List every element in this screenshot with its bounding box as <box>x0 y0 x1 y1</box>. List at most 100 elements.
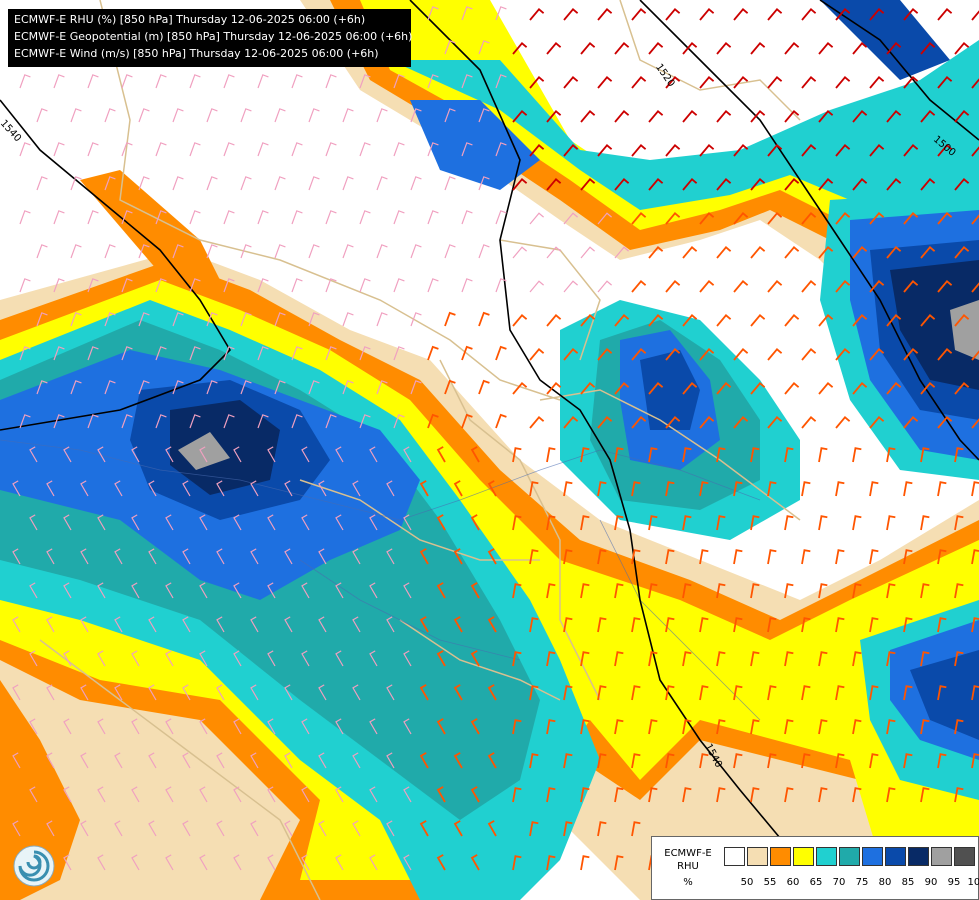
wind-barb <box>29 582 38 599</box>
wind-barb <box>148 616 157 633</box>
wind-barb <box>359 346 371 361</box>
wind-barb <box>512 855 522 871</box>
wind-barb <box>920 246 936 259</box>
wind-barb <box>148 548 157 565</box>
wind-barb <box>665 212 681 225</box>
wind-barb <box>97 718 106 735</box>
wind-barb <box>852 246 868 259</box>
wind-barb <box>682 515 692 531</box>
wind-barb <box>580 719 590 735</box>
wind-barb <box>165 446 174 463</box>
wind-barb <box>937 76 953 89</box>
wind-barb <box>597 481 607 497</box>
wind-barb <box>393 74 405 89</box>
wind-barb <box>172 108 184 123</box>
wind-barb <box>614 382 630 395</box>
logo-icon <box>11 843 57 889</box>
wind-barb <box>335 786 344 803</box>
wind-barb <box>563 348 579 361</box>
wind-barb <box>631 212 647 225</box>
wind-barb <box>597 416 613 429</box>
wind-barb <box>869 280 885 293</box>
wind-barb <box>580 651 590 667</box>
wind-barb <box>114 480 123 497</box>
wind-barb <box>410 244 422 259</box>
wind-barb <box>869 212 885 225</box>
wind-barb <box>342 380 354 395</box>
wind-barb <box>453 820 463 837</box>
wind-barb <box>920 651 930 667</box>
wind-barb <box>546 447 556 463</box>
wind-barb <box>291 346 303 361</box>
wind-barb <box>903 481 913 497</box>
wind-barb <box>682 719 692 735</box>
legend-tick: 80 <box>878 877 892 888</box>
wind-barb <box>920 178 936 191</box>
wind-barb <box>954 110 970 123</box>
wind-barb <box>682 246 698 259</box>
wind-barb <box>580 382 596 395</box>
wind-barb <box>172 176 184 191</box>
wind-barb <box>580 787 590 803</box>
wind-barb <box>716 515 726 531</box>
wind-barb <box>563 212 578 225</box>
wind-barb <box>784 515 794 531</box>
title-rhu: ECMWF-E RHU (%) [850 hPa] Thursday 12-06… <box>14 13 366 26</box>
wind-barb <box>403 650 412 667</box>
wind-barb <box>410 108 422 123</box>
wind-barb <box>87 346 99 361</box>
wind-barb <box>597 212 612 225</box>
wind-barb <box>19 414 31 429</box>
wind-barb <box>733 348 749 361</box>
wind-barb <box>376 108 388 123</box>
wind-barb <box>182 480 191 497</box>
wind-barb <box>869 685 879 701</box>
wind-barb <box>97 650 106 667</box>
wind-barb <box>121 142 133 157</box>
wind-barb <box>233 582 242 599</box>
wind-barb <box>97 446 106 463</box>
wind-barb <box>114 820 123 837</box>
wind-barb <box>308 312 320 327</box>
wind-barb <box>886 787 896 803</box>
wind-barb <box>614 178 630 191</box>
wind-barb <box>470 650 480 667</box>
legend-tick: 95 <box>947 877 961 888</box>
wind-barb <box>597 348 613 361</box>
wind-barb <box>46 548 55 565</box>
wind-barb <box>240 244 252 259</box>
wind-barb <box>172 244 184 259</box>
wind-barb <box>750 110 766 123</box>
wind-barb <box>427 6 439 21</box>
wind-barb <box>19 74 31 89</box>
wind-barb <box>665 753 675 769</box>
wind-barb <box>12 820 21 837</box>
wind-barb <box>274 312 286 327</box>
legend-label: ECMWF-E RHU % <box>656 847 720 889</box>
wind-barb <box>699 280 715 293</box>
wind-barb <box>233 786 242 803</box>
wind-barb <box>733 280 749 293</box>
wind-barb <box>369 650 378 667</box>
wind-barb <box>614 110 630 123</box>
wind-barb <box>223 142 235 157</box>
wind-barb <box>597 821 607 837</box>
wind-barb <box>801 280 817 293</box>
wind-barb <box>852 447 862 463</box>
wind-barb <box>308 380 320 395</box>
wind-barb <box>886 178 902 191</box>
wind-barb <box>665 416 681 429</box>
wind-barb <box>784 719 794 735</box>
wind-barb <box>46 684 55 701</box>
wind-barb <box>784 382 800 395</box>
wind-barb <box>835 76 851 89</box>
wind-barb <box>580 855 590 871</box>
legend-swatch <box>954 847 975 866</box>
wind-barb <box>70 312 82 327</box>
wind-barb <box>284 616 293 633</box>
wind-barb <box>954 178 970 191</box>
wind-barb <box>954 447 964 463</box>
wind-barb <box>665 685 675 701</box>
wind-barb <box>784 42 800 55</box>
